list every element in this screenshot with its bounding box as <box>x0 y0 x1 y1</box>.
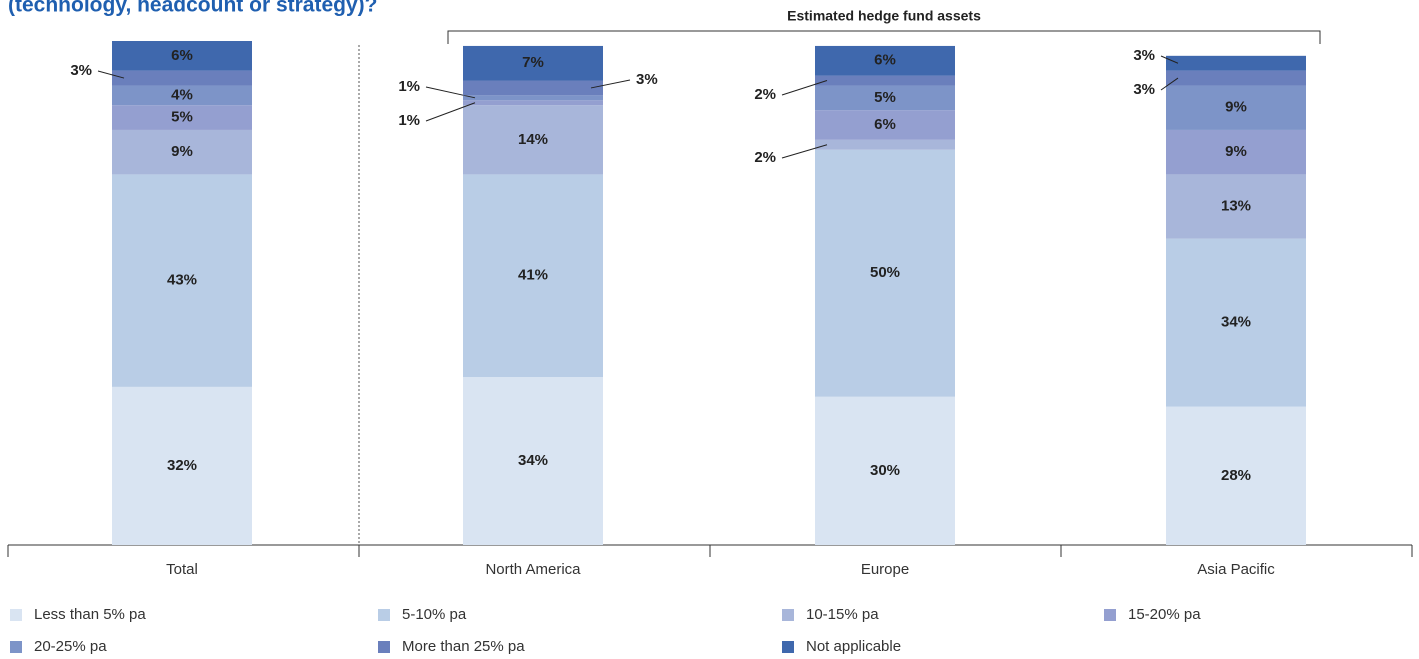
legend-swatch <box>782 641 794 653</box>
value-label: 30% <box>870 462 900 479</box>
value-label: 9% <box>171 143 193 160</box>
value-label: 2% <box>754 86 776 103</box>
legend-swatch <box>782 609 794 621</box>
bar-segment <box>815 396 955 545</box>
value-label: 4% <box>171 86 193 103</box>
value-label: 1% <box>398 78 420 95</box>
bar-segment <box>815 110 955 140</box>
legend-swatch <box>10 641 22 653</box>
bar-segment <box>463 80 603 96</box>
bar-segment <box>112 85 252 106</box>
value-label: 34% <box>518 452 548 469</box>
callout-line <box>1160 77 1179 91</box>
value-label: 7% <box>522 54 544 71</box>
bar-segment <box>463 377 603 545</box>
value-label: 1% <box>398 112 420 129</box>
bar-segment <box>463 95 603 101</box>
value-label: 13% <box>1221 197 1251 214</box>
value-label: 3% <box>1133 47 1155 64</box>
value-label: 14% <box>518 131 548 148</box>
x-tick-label: Asia Pacific <box>1197 561 1275 578</box>
legend-label: 10-15% pa <box>806 606 879 623</box>
value-label: 9% <box>1225 143 1247 160</box>
bar-segment <box>112 105 252 130</box>
callout-line <box>1160 55 1179 64</box>
bar-segment <box>815 139 955 150</box>
bar-segment <box>815 45 955 76</box>
legend-label: Not applicable <box>806 638 901 655</box>
bar-segment <box>463 174 603 377</box>
value-label: 5% <box>171 109 193 126</box>
bar-segment <box>112 129 252 175</box>
callout-line <box>781 144 828 159</box>
callout-line <box>590 79 631 89</box>
legend-label: More than 25% pa <box>402 638 525 655</box>
bar-segment <box>815 85 955 111</box>
legend-swatch <box>378 609 390 621</box>
value-label: 50% <box>870 264 900 281</box>
chart-title: (technology, headcount or strategy)? <box>8 0 377 17</box>
bar-segment <box>815 75 955 86</box>
legend-label: 15-20% pa <box>1128 606 1201 623</box>
value-label: 2% <box>754 149 776 166</box>
value-label: 3% <box>1133 81 1155 98</box>
x-tick-label: Europe <box>861 561 909 578</box>
bracket <box>447 30 1321 44</box>
callout-line <box>97 70 125 79</box>
bar-segment <box>1166 174 1306 239</box>
bar-segment <box>1166 406 1306 545</box>
x-tick-label: North America <box>485 561 581 578</box>
value-label: 32% <box>167 457 197 474</box>
callout-line <box>425 102 476 122</box>
bar-segment <box>463 105 603 175</box>
legend-swatch <box>1104 609 1116 621</box>
bar-segment <box>463 100 603 106</box>
callout-line <box>781 80 828 96</box>
callout-line <box>425 86 476 99</box>
bar-segment <box>463 45 603 81</box>
bar-segment <box>1166 55 1306 71</box>
bar-segment <box>1166 129 1306 175</box>
value-label: 3% <box>636 71 658 88</box>
bar-segment <box>1166 238 1306 407</box>
value-label: 43% <box>167 272 197 289</box>
bar-segment <box>112 174 252 387</box>
value-label: 9% <box>1225 99 1247 116</box>
value-label: 6% <box>874 52 896 69</box>
bar-segment <box>1166 85 1306 130</box>
value-label: 3% <box>70 62 92 79</box>
bar-segment <box>112 41 252 71</box>
legend-swatch <box>378 641 390 653</box>
value-label: 34% <box>1221 314 1251 331</box>
x-tick-label: Total <box>166 561 198 578</box>
value-label: 5% <box>874 89 896 106</box>
value-label: 6% <box>171 47 193 64</box>
legend-label: 5-10% pa <box>402 606 467 623</box>
value-label: 28% <box>1221 467 1251 484</box>
bar-segment <box>815 149 955 397</box>
value-label: 41% <box>518 267 548 284</box>
legend-label: Less than 5% pa <box>34 606 146 623</box>
bar-segment <box>112 70 252 86</box>
annotation: Estimated hedge fund assets <box>787 8 981 24</box>
legend-label: 20-25% pa <box>34 638 107 655</box>
bar-segment <box>112 386 252 545</box>
value-label: 6% <box>874 116 896 133</box>
bar-segment <box>1166 70 1306 86</box>
legend-swatch <box>10 609 22 621</box>
